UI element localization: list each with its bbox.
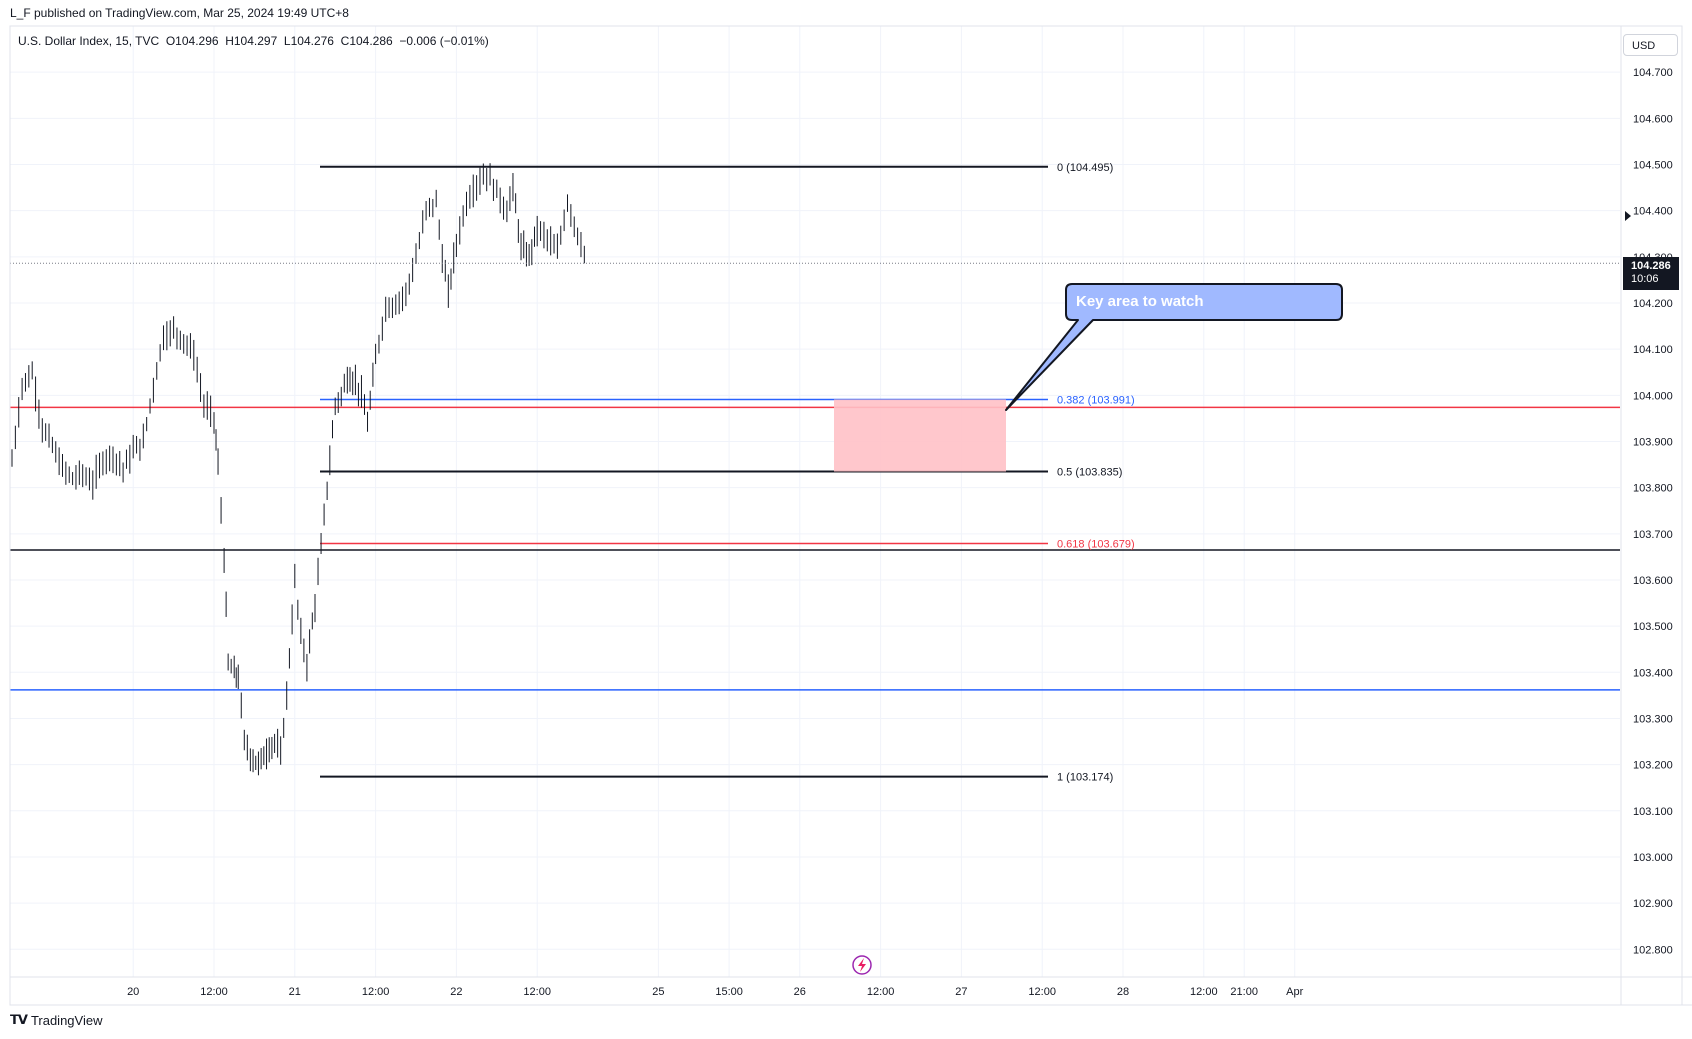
price-tick-label: 104.500 [1633, 159, 1673, 171]
callout-text[interactable]: Key area to watch [1076, 293, 1204, 310]
time-tick-label: 12:00 [523, 986, 551, 998]
time-tick-label: 12:00 [362, 986, 390, 998]
price-tick-label: 104.600 [1633, 113, 1673, 125]
fib-level-label: 0.618 (103.679) [1057, 539, 1135, 551]
time-tick-label: 12:00 [1028, 986, 1056, 998]
time-tick-label: 21 [289, 986, 301, 998]
horizontal-lines [10, 406, 1620, 691]
time-tick-label: 28 [1117, 986, 1129, 998]
time-tick-label: 15:00 [715, 986, 743, 998]
price-tick-label: 104.200 [1633, 298, 1673, 310]
last-price-tag: 104.286 10:06 [1623, 257, 1679, 290]
price-tick-label: 103.700 [1633, 529, 1673, 541]
lightning-event-icon [852, 955, 872, 975]
chart-frame [9, 25, 1683, 1006]
time-tick-label: 20 [127, 986, 139, 998]
lightning-icon [858, 958, 866, 972]
price-tick-label: 103.500 [1633, 621, 1673, 633]
last-price-value: 104.286 [1631, 260, 1671, 272]
time-tick-label: 22 [450, 986, 462, 998]
price-tick-label: 103.100 [1633, 806, 1673, 818]
price-tick-label: 103.800 [1633, 483, 1673, 495]
brand-label: TradingView [30, 1012, 103, 1028]
publish-info: L_F published on TradingView.com, Mar 25… [10, 6, 349, 20]
price-tick-label: 103.600 [1633, 575, 1673, 587]
price-tick-label: 102.900 [1633, 898, 1673, 910]
time-tick-label: 25 [652, 986, 664, 998]
callout-shape [1005, 283, 1343, 411]
price-tick-label: 103.000 [1633, 852, 1673, 864]
price-tick-label: 103.900 [1633, 436, 1673, 448]
time-tick-label: 12:00 [200, 986, 228, 998]
price-tick-label: 104.100 [1633, 344, 1673, 356]
price-tick-label: 103.400 [1633, 667, 1673, 679]
price-bars [10, 163, 1620, 776]
callout-bubble [1005, 283, 1343, 411]
fib-level-label: 0.382 (103.991) [1057, 394, 1135, 406]
price-tick-label: 104.000 [1633, 390, 1673, 402]
chart-grid [10, 26, 1620, 977]
price-tick-label: 102.800 [1633, 944, 1673, 956]
lightning-circle [852, 955, 872, 975]
time-tick-label: 21:00 [1230, 986, 1258, 998]
time-axis: 20 12:00 21 12:00 22 12:00 25 15:00 26 12:00 27 12:… [10, 976, 1692, 1006]
price-tick-label: 104.700 [1633, 67, 1673, 79]
time-tick-label: 26 [794, 986, 806, 998]
price-marker-arrow-icon [1625, 211, 1631, 221]
bar-countdown: 10:06 [1631, 273, 1659, 285]
fib-level-label: 0 (104.495) [1057, 162, 1113, 174]
chart-border [9, 25, 1683, 1006]
fib-level-label: 1 (103.174) [1057, 772, 1113, 784]
symbol-legend: U.S. Dollar Index, 15, TVC O104.296 H104… [18, 34, 489, 48]
fib-level-label: 0.5 (103.835) [1057, 466, 1122, 478]
price-axis: 104.700104.600104.500104.400104.300104.2… [1620, 26, 1673, 1005]
key-area-zone [834, 399, 1006, 472]
price-tick-label: 104.400 [1633, 206, 1673, 218]
time-tick-label: Apr [1286, 986, 1303, 998]
price-tick-label: 103.200 [1633, 760, 1673, 772]
time-tick-label: 12:00 [1190, 986, 1218, 998]
price-tick-label: 103.300 [1633, 713, 1673, 725]
time-tick-label: 27 [955, 986, 967, 998]
tradingview-logo-icon: 𝗧𝗩 [10, 1012, 28, 1027]
time-tick-label: 12:00 [867, 986, 895, 998]
currency-selector[interactable]: USD [1623, 34, 1678, 56]
key-zone [834, 399, 1006, 472]
footer-brand[interactable]: 𝗧𝗩 TradingView [10, 1012, 102, 1028]
